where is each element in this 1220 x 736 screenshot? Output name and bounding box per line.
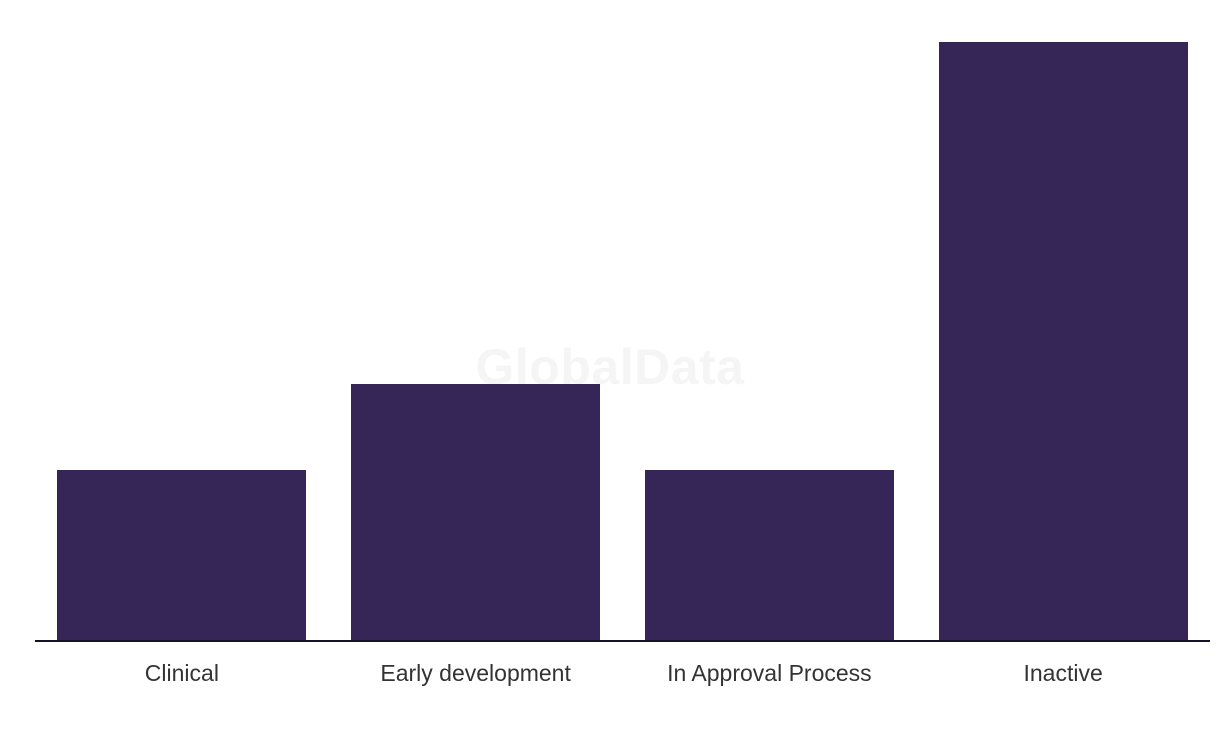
x-axis-line: [35, 640, 1210, 642]
bar-slot-clinical: [35, 0, 329, 641]
bar-early-development[interactable]: [351, 384, 601, 641]
x-axis-label-inactive: Inactive: [1023, 660, 1103, 686]
x-axis-label-clinical: Clinical: [144, 660, 219, 686]
bar-in-approval-process[interactable]: [644, 470, 894, 641]
bar-inactive[interactable]: [938, 42, 1188, 641]
x-axis-label-in-approval-process: In Approval Process: [667, 660, 872, 686]
bar-slot-in-approval-process: [623, 0, 917, 641]
x-axis-label-early-development: Early development: [380, 660, 571, 686]
bar-slot-inactive: [916, 0, 1210, 641]
bar-clinical[interactable]: [57, 470, 307, 641]
x-axis-labels: Clinical Early development In Approval Pro…: [35, 659, 1210, 687]
bar-slot-early-development: [329, 0, 623, 641]
plot-area: [35, 0, 1210, 641]
